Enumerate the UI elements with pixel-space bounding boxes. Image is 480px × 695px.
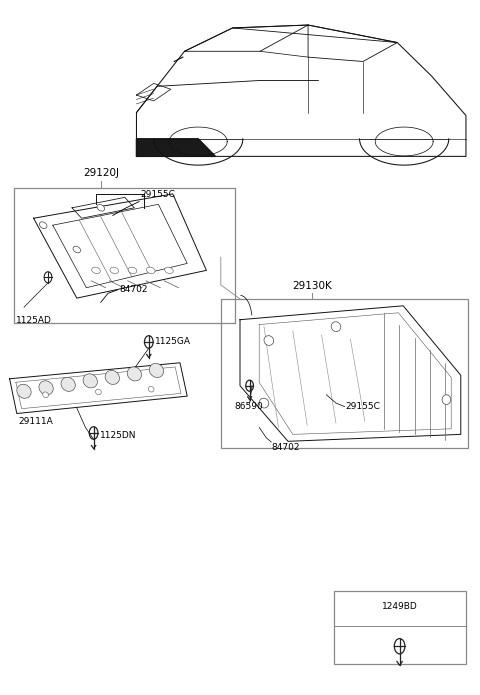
Text: 84702: 84702: [271, 443, 300, 452]
Ellipse shape: [259, 398, 269, 408]
Ellipse shape: [73, 246, 81, 253]
Ellipse shape: [39, 222, 47, 229]
Ellipse shape: [17, 384, 31, 398]
Text: 29130K: 29130K: [292, 281, 332, 291]
Ellipse shape: [92, 267, 100, 274]
Ellipse shape: [442, 395, 451, 404]
Ellipse shape: [61, 377, 75, 391]
Ellipse shape: [148, 386, 154, 392]
Ellipse shape: [110, 267, 119, 274]
Ellipse shape: [128, 267, 137, 274]
Text: 84702: 84702: [119, 286, 147, 294]
Ellipse shape: [39, 381, 53, 395]
Ellipse shape: [96, 389, 101, 395]
Bar: [334, 591, 466, 664]
Text: 1125GA: 1125GA: [155, 338, 191, 346]
Text: 29155C: 29155C: [346, 402, 381, 411]
Ellipse shape: [331, 322, 341, 332]
Bar: [14, 188, 235, 323]
Text: 29111A: 29111A: [18, 417, 53, 426]
Ellipse shape: [149, 363, 164, 377]
Ellipse shape: [105, 370, 120, 384]
Ellipse shape: [165, 267, 173, 274]
Text: 1125DN: 1125DN: [100, 431, 136, 439]
Text: 86590: 86590: [234, 402, 263, 411]
Bar: [221, 299, 468, 448]
Ellipse shape: [264, 336, 274, 345]
Ellipse shape: [97, 204, 105, 211]
Ellipse shape: [127, 367, 142, 381]
Ellipse shape: [146, 267, 155, 274]
Ellipse shape: [83, 374, 97, 388]
Polygon shape: [136, 139, 216, 156]
Text: 29120J: 29120J: [83, 168, 119, 178]
Text: 1125AD: 1125AD: [16, 316, 52, 325]
Text: 1249BD: 1249BD: [382, 603, 418, 612]
Text: 29155C: 29155C: [140, 190, 175, 199]
Ellipse shape: [43, 392, 48, 398]
